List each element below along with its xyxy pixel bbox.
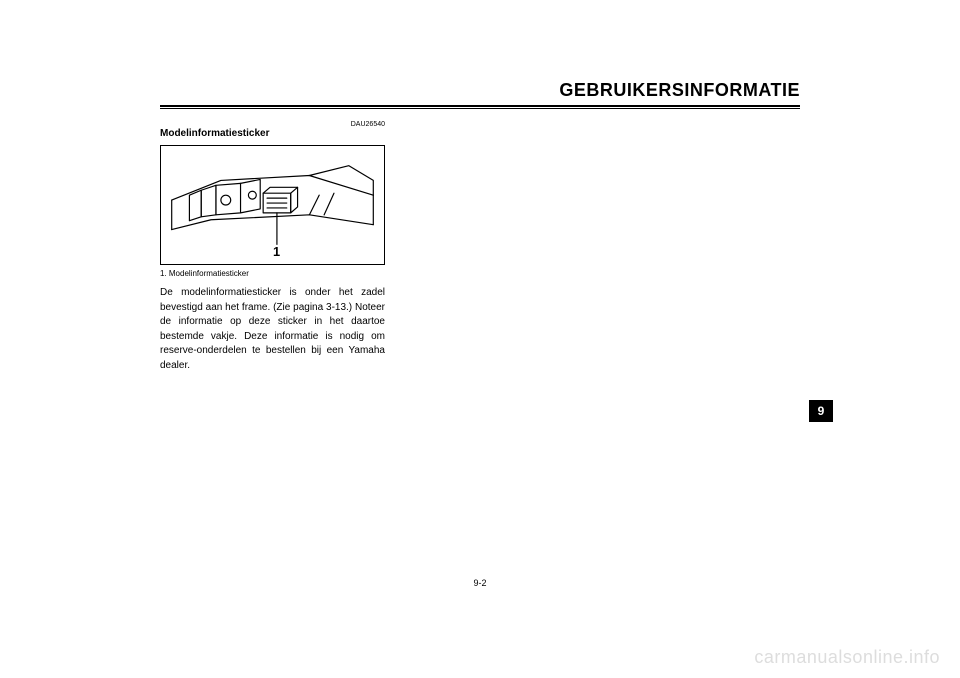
article-body: De modelinformatiesticker is onder het z… [160, 286, 385, 373]
figure-callout-number: 1 [273, 244, 280, 259]
page: GEBRUIKERSINFORMATIE DAU26540 Modelinfor… [0, 0, 960, 678]
article-heading: Modelinformatiesticker [160, 128, 385, 139]
figure-caption: 1. Modelinformatiesticker [160, 269, 385, 278]
left-column: DAU26540 Modelinformatiesticker [160, 121, 385, 373]
chapter-tab: 9 [809, 400, 833, 422]
watermark: carmanualsonline.info [754, 647, 940, 668]
section-title: GEBRUIKERSINFORMATIE [160, 80, 800, 107]
figure-svg: 1 [161, 146, 384, 264]
doc-code: DAU26540 [160, 121, 385, 128]
figure: 1 [160, 145, 385, 265]
content-area: GEBRUIKERSINFORMATIE DAU26540 Modelinfor… [160, 80, 800, 373]
header-rule [160, 108, 800, 109]
page-number: 9-2 [0, 578, 960, 588]
